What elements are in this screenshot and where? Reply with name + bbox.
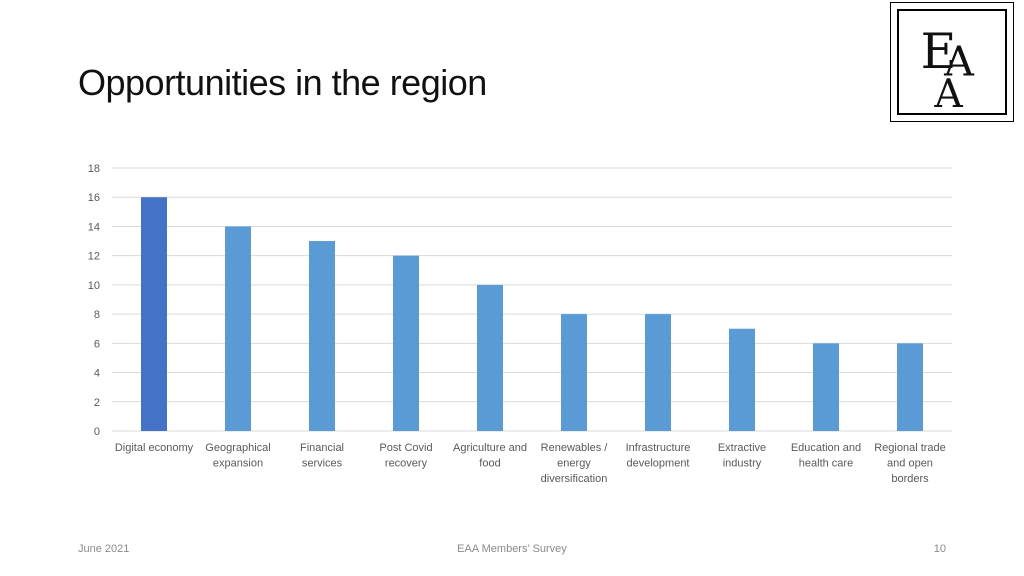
x-tick-label-line: Renewables /	[541, 442, 609, 454]
x-tick-label-line: expansion	[213, 458, 263, 470]
x-tick-label: Extractive industry	[718, 442, 766, 470]
bar	[393, 255, 419, 431]
svg-text:A: A	[943, 38, 975, 86]
x-tick-label-line: Regional trade	[874, 442, 946, 454]
svg-text:E: E	[921, 22, 957, 80]
x-tick-label: Digital economy	[115, 442, 194, 454]
x-tick-label-line: Education and	[791, 442, 861, 454]
bar-chart: 0 2 4 6 8 10 12 14 16 18 Digital economy Geographic…	[88, 163, 952, 485]
y-tick-label: 4	[94, 368, 100, 380]
y-tick-label: 6	[94, 338, 100, 350]
footer-page-number: 10	[933, 543, 946, 555]
x-tick-label-line: and open	[887, 458, 933, 470]
y-tick-label: 18	[88, 163, 100, 175]
footer-survey-name: EAA Members’ Survey	[457, 543, 567, 555]
x-tick-label-line: borders	[891, 473, 929, 485]
bar	[897, 343, 923, 431]
x-tick-label-line: services	[302, 458, 343, 470]
x-tick-label-line: industry	[723, 458, 762, 470]
x-tick-label-line: diversification	[541, 473, 608, 485]
footer-date: June 2021	[78, 543, 130, 555]
x-tick-label: Regional trade and open borders	[874, 442, 946, 485]
x-tick-label: Agriculture and food	[453, 442, 527, 470]
x-tick-label-line: Extractive	[718, 442, 766, 454]
slide-title: Opportunities in the region	[78, 62, 487, 103]
x-tick-label: Post Covid recovery	[379, 442, 432, 470]
y-tick-label: 2	[94, 397, 100, 409]
y-tick-label: 14	[88, 221, 100, 233]
x-tick-label: Infrastructure development	[626, 442, 691, 470]
eaa-logo-mark: E A A	[921, 22, 976, 113]
y-tick-label: 8	[94, 309, 100, 321]
x-tick-label-line: Agriculture and	[453, 442, 527, 454]
x-tick-label: Renewables / energy diversification	[541, 442, 609, 485]
bar	[477, 284, 503, 431]
x-tick-label-line: Digital economy	[115, 442, 194, 454]
x-tick-label-line: Financial	[300, 442, 344, 454]
bar	[813, 343, 839, 431]
y-tick-label: 10	[88, 280, 100, 292]
x-tick-label-line: recovery	[385, 458, 428, 470]
bar	[729, 328, 755, 431]
bar	[309, 241, 335, 431]
svg-text:A: A	[933, 72, 963, 113]
x-tick-label: Education and health care	[791, 442, 861, 470]
bar	[645, 314, 671, 431]
x-tick-label-line: health care	[799, 458, 853, 470]
x-tick-label-line: Geographical	[205, 442, 270, 454]
x-tick-label-line: Infrastructure	[626, 442, 691, 454]
y-tick-label: 12	[88, 251, 100, 263]
bar	[561, 314, 587, 431]
bar	[141, 197, 167, 431]
y-tick-label: 0	[94, 426, 100, 438]
x-tick-label-line: food	[479, 458, 500, 470]
eaa-logo: E A A	[890, 2, 1014, 122]
x-tick-label-line: energy	[557, 458, 591, 470]
bar	[225, 226, 251, 431]
x-tick-label: Financial services	[300, 442, 344, 470]
y-tick-label: 16	[88, 192, 100, 204]
x-tick-label-line: development	[627, 458, 690, 470]
x-tick-label: Geographical expansion	[205, 442, 270, 470]
x-tick-label-line: Post Covid	[379, 442, 432, 454]
